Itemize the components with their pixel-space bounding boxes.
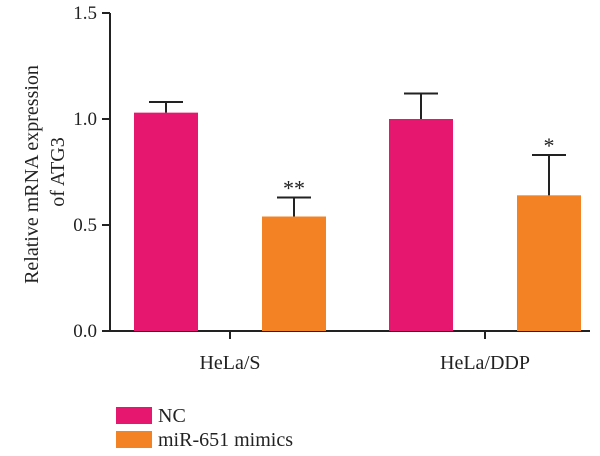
legend-label: miR-651 mimics	[158, 429, 293, 451]
y-tick-label: 0.5	[73, 215, 97, 236]
y-axis-title-line-1: Relative mRNA expression	[21, 65, 43, 284]
y-axis-title: Relative mRNA expression of ATG3	[21, 60, 69, 284]
plot-area: 0.0 0.5 1.0 1.5 HeLa/S ** HeLa/DDP *	[73, 3, 590, 374]
legend-label: NC	[158, 405, 186, 427]
legend-swatch	[116, 407, 152, 424]
bar-mimics	[517, 195, 581, 331]
bar-nc	[134, 112, 198, 331]
y-axis-title-line-2: of ATG3	[47, 137, 69, 206]
bar-nc	[389, 119, 453, 331]
legend-swatch	[116, 431, 152, 448]
x-category-label: HeLa/S	[199, 352, 260, 374]
y-tick-label: 1.5	[73, 3, 97, 24]
significance-mark: **	[283, 175, 305, 200]
significance-mark: *	[544, 133, 555, 158]
bar-mimics	[262, 216, 326, 331]
y-tick-label: 1.0	[73, 109, 97, 130]
y-tick-label: 0.0	[73, 321, 97, 342]
x-category-label: HeLa/DDP	[440, 352, 530, 374]
